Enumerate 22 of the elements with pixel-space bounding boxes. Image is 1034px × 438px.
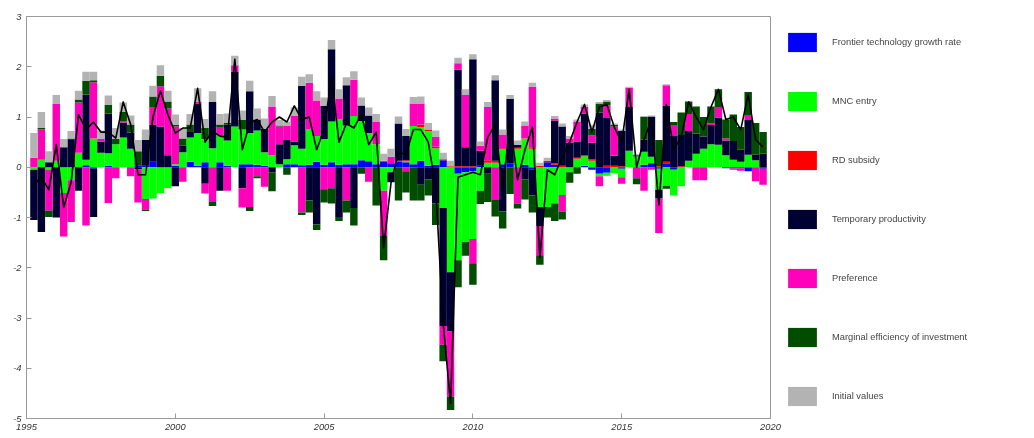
y-tick-label: 1 [16, 112, 22, 122]
x-tick-label: 2020 [759, 421, 782, 432]
x-tick-label: 2015 [610, 421, 633, 432]
y-tick-label: -3 [13, 313, 23, 323]
y-tick-label: -4 [13, 363, 22, 374]
y-tick-label: 0 [16, 162, 23, 173]
legend-label: MNC entry [832, 96, 877, 106]
legend-label: Temporary productivity [832, 214, 926, 224]
x-tick-label: 1995 [16, 421, 38, 432]
legend-label: Preference [832, 273, 878, 283]
y-tick-label: -2 [13, 262, 23, 273]
legend-label: Marginal efficiency of investment [832, 332, 968, 342]
y-tick-label: 2 [15, 61, 23, 72]
x-tick-label: 2000 [163, 421, 187, 432]
y-tick-label: 3 [16, 11, 23, 22]
y-tick-label: -5 [13, 413, 23, 424]
x-tick-label: 2005 [312, 421, 336, 432]
legend-label: RD subsidy [832, 155, 880, 165]
x-tick-label: 2010 [461, 421, 485, 432]
y-tick-label: -1 [13, 212, 22, 223]
legend-label: Frontier technology growth rate [832, 37, 962, 47]
legend-label: Initial values [832, 391, 884, 401]
